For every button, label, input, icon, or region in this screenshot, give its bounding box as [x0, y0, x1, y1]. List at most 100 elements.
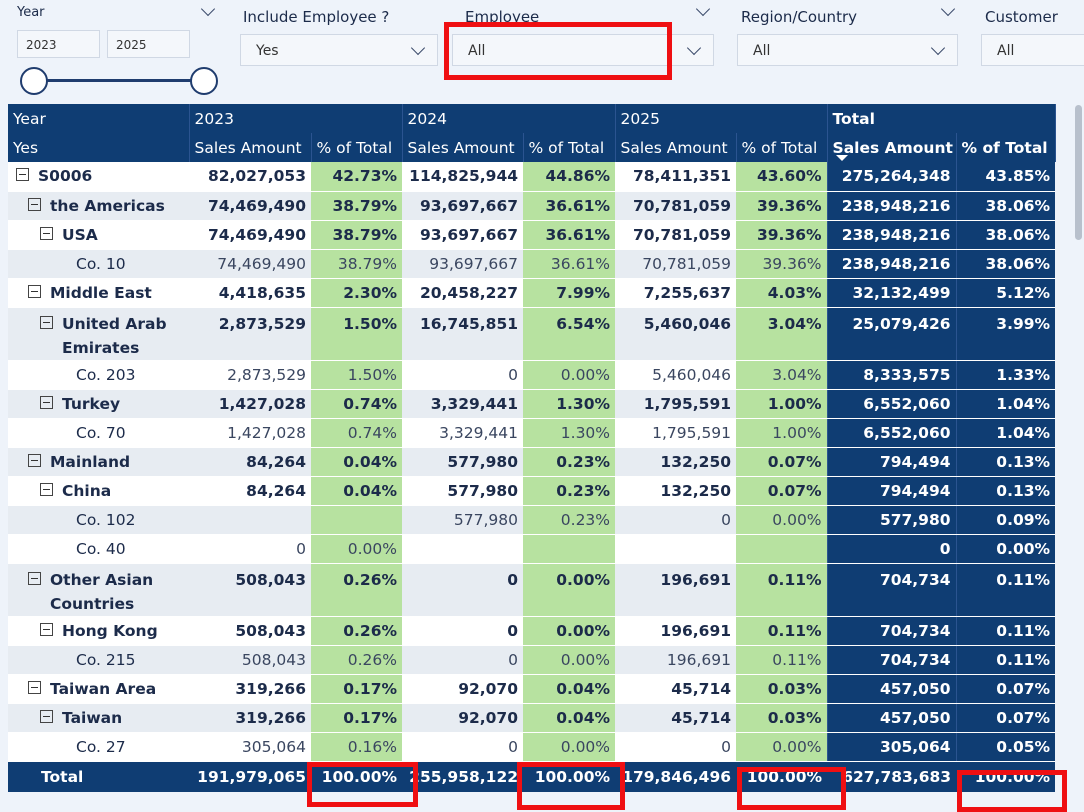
row-label-cell: China — [8, 476, 189, 506]
sort-descending-icon — [835, 155, 848, 161]
year-end-input[interactable]: 2025 — [107, 30, 190, 58]
employee-value: All — [468, 43, 486, 59]
collapse-icon[interactable] — [40, 315, 53, 329]
cell-sales-2024 — [402, 534, 524, 564]
row-label-cell: Co. 27 — [8, 732, 189, 762]
collapse-icon[interactable] — [40, 226, 53, 240]
cell-pct-2025: 0.00% — [736, 732, 828, 762]
row-label-continued: Countries — [50, 594, 135, 613]
cell-pct-2024: 0.00% — [523, 616, 616, 646]
collapse-icon[interactable] — [40, 482, 53, 496]
cell-sales-total: 275,264,348 — [826, 162, 957, 192]
year-header-2024[interactable]: 2024 — [402, 104, 616, 133]
region-dropdown[interactable]: All — [737, 34, 958, 66]
cell-sales-2025: 78,411,351 — [615, 162, 737, 192]
cell-pct-2025: 43.60% — [736, 162, 828, 192]
row-label-cell: United Arab Emirates — [8, 307, 189, 361]
cell-pct-2024: 0.00% — [523, 360, 616, 390]
col-header-pct-2024[interactable]: % of Total — [523, 133, 616, 162]
col-header-pct-2025[interactable]: % of Total — [736, 133, 828, 162]
region-label: Region/Country — [741, 8, 857, 26]
matrix-row: USA 74,469,490 38.79% 93,697,667 36.61% 70,78… — [8, 220, 1056, 250]
row-label: Middle East — [50, 283, 152, 302]
cell-sales-2024: 3,329,441 — [402, 389, 524, 419]
chevron-down-icon — [930, 40, 946, 56]
matrix-row: China 84,264 0.04% 577,980 0.23% 132,250 0.07%… — [8, 476, 1056, 506]
col-header-sales-2024[interactable]: Sales Amount — [402, 133, 524, 162]
employee-dropdown[interactable]: All — [452, 34, 714, 66]
collapse-icon[interactable] — [28, 453, 41, 467]
include-employee-value: Yes — [256, 43, 279, 59]
collapse-icon[interactable] — [28, 680, 41, 694]
year-header-2025[interactable]: 2025 — [615, 104, 828, 133]
cell-pct-2024: 36.61% — [523, 249, 616, 279]
col-header-sales-total[interactable]: Sales Amount — [827, 133, 957, 162]
cell-pct-2023: 1.50% — [311, 307, 403, 361]
cell-pct-2024: 0.00% — [523, 732, 616, 762]
cell-sales-2024: 93,697,667 — [402, 249, 524, 279]
collapse-icon[interactable] — [40, 709, 53, 723]
year-header-2023[interactable]: 2023 — [189, 104, 403, 133]
customer-dropdown[interactable]: All — [981, 34, 1084, 66]
cell-sales-2025: 132,250 — [615, 447, 737, 477]
sales-matrix: Year 2023 2024 2025 Total Yes Sales Amou… — [8, 104, 1056, 792]
include-employee-dropdown[interactable]: Yes — [240, 34, 438, 66]
year-slicer-label: Year — [17, 5, 45, 20]
matrix-row: United Arab Emirates 2,873,529 1.50% 16,745,… — [8, 307, 1056, 361]
cell-sales-total: 457,050 — [826, 674, 957, 704]
cell-sales-total: 8,333,575 — [826, 360, 957, 390]
row-label-cell: Co. 102 — [8, 505, 189, 535]
year-row-header: Year — [8, 104, 190, 133]
cell-pct-2025: 0.03% — [736, 703, 828, 733]
col-header-sales-2025[interactable]: Sales Amount — [615, 133, 737, 162]
cell-sales-2024: 114,825,944 — [402, 162, 524, 192]
cell-sales-2025: 45,714 — [615, 703, 737, 733]
row-label: Co. 203 — [76, 365, 136, 384]
year-start-input[interactable]: 2023 — [17, 30, 100, 58]
grand-total-pct-2025: 100.00% — [736, 761, 828, 792]
col-header-sales-total-label: Sales Amount — [832, 138, 953, 157]
region-collapse-chevron-icon[interactable] — [940, 1, 956, 17]
row-label: Other Asian — [50, 570, 154, 589]
cell-sales-2023: 0 — [189, 534, 311, 564]
cell-sales-2023: 508,043 — [189, 616, 311, 646]
col-header-sales-2023[interactable]: Sales Amount — [189, 133, 312, 162]
col-header-pct-2023[interactable]: % of Total — [311, 133, 403, 162]
row-label: United Arab — [62, 314, 167, 333]
row-label-cell: Co. 215 — [8, 645, 189, 675]
row-label-cell: Taiwan — [8, 703, 189, 733]
cell-pct-2025: 0.07% — [736, 476, 828, 506]
year-slider-start-handle[interactable] — [20, 67, 48, 95]
cell-pct-total: 5.12% — [955, 278, 1056, 308]
collapse-icon[interactable] — [28, 571, 41, 585]
grand-total-sales-2025: 179,846,496 — [615, 761, 737, 792]
employee-collapse-chevron-icon[interactable] — [695, 1, 711, 17]
matrix-row: Co. 70 1,427,028 0.74% 3,329,441 1.30% 1,795,… — [8, 418, 1056, 448]
vertical-scrollbar[interactable] — [1075, 105, 1082, 240]
cell-pct-total: 3.99% — [955, 307, 1056, 361]
row-label: Co. 102 — [76, 510, 136, 529]
year-collapse-chevron-icon[interactable] — [200, 1, 216, 17]
year-slider-track[interactable] — [34, 79, 204, 82]
cell-pct-2024: 0.23% — [523, 476, 616, 506]
row-label: Co. 10 — [76, 254, 126, 273]
collapse-icon[interactable] — [16, 168, 29, 182]
col-header-pct-total[interactable]: % of Total — [956, 133, 1056, 162]
cell-pct-total: 0.13% — [955, 476, 1056, 506]
cell-pct-2023: 38.79% — [311, 249, 403, 279]
cell-pct-2023: 0.17% — [311, 674, 403, 704]
collapse-icon[interactable] — [40, 395, 53, 409]
collapse-icon[interactable] — [40, 622, 53, 636]
cell-sales-total: 577,980 — [826, 505, 957, 535]
cell-sales-2025: 196,691 — [615, 616, 737, 646]
cell-pct-2024 — [523, 534, 616, 564]
cell-pct-2024: 0.23% — [523, 447, 616, 477]
year-slider-end-handle[interactable] — [190, 67, 218, 95]
cell-sales-2025: 70,781,059 — [615, 249, 737, 279]
cell-pct-2024: 0.04% — [523, 674, 616, 704]
collapse-icon[interactable] — [28, 284, 41, 298]
cell-sales-2024: 577,980 — [402, 505, 524, 535]
total-header[interactable]: Total — [827, 104, 1056, 133]
matrix-row: the Americas 74,469,490 38.79% 93,697,667 36… — [8, 191, 1056, 221]
collapse-icon[interactable] — [28, 197, 41, 211]
